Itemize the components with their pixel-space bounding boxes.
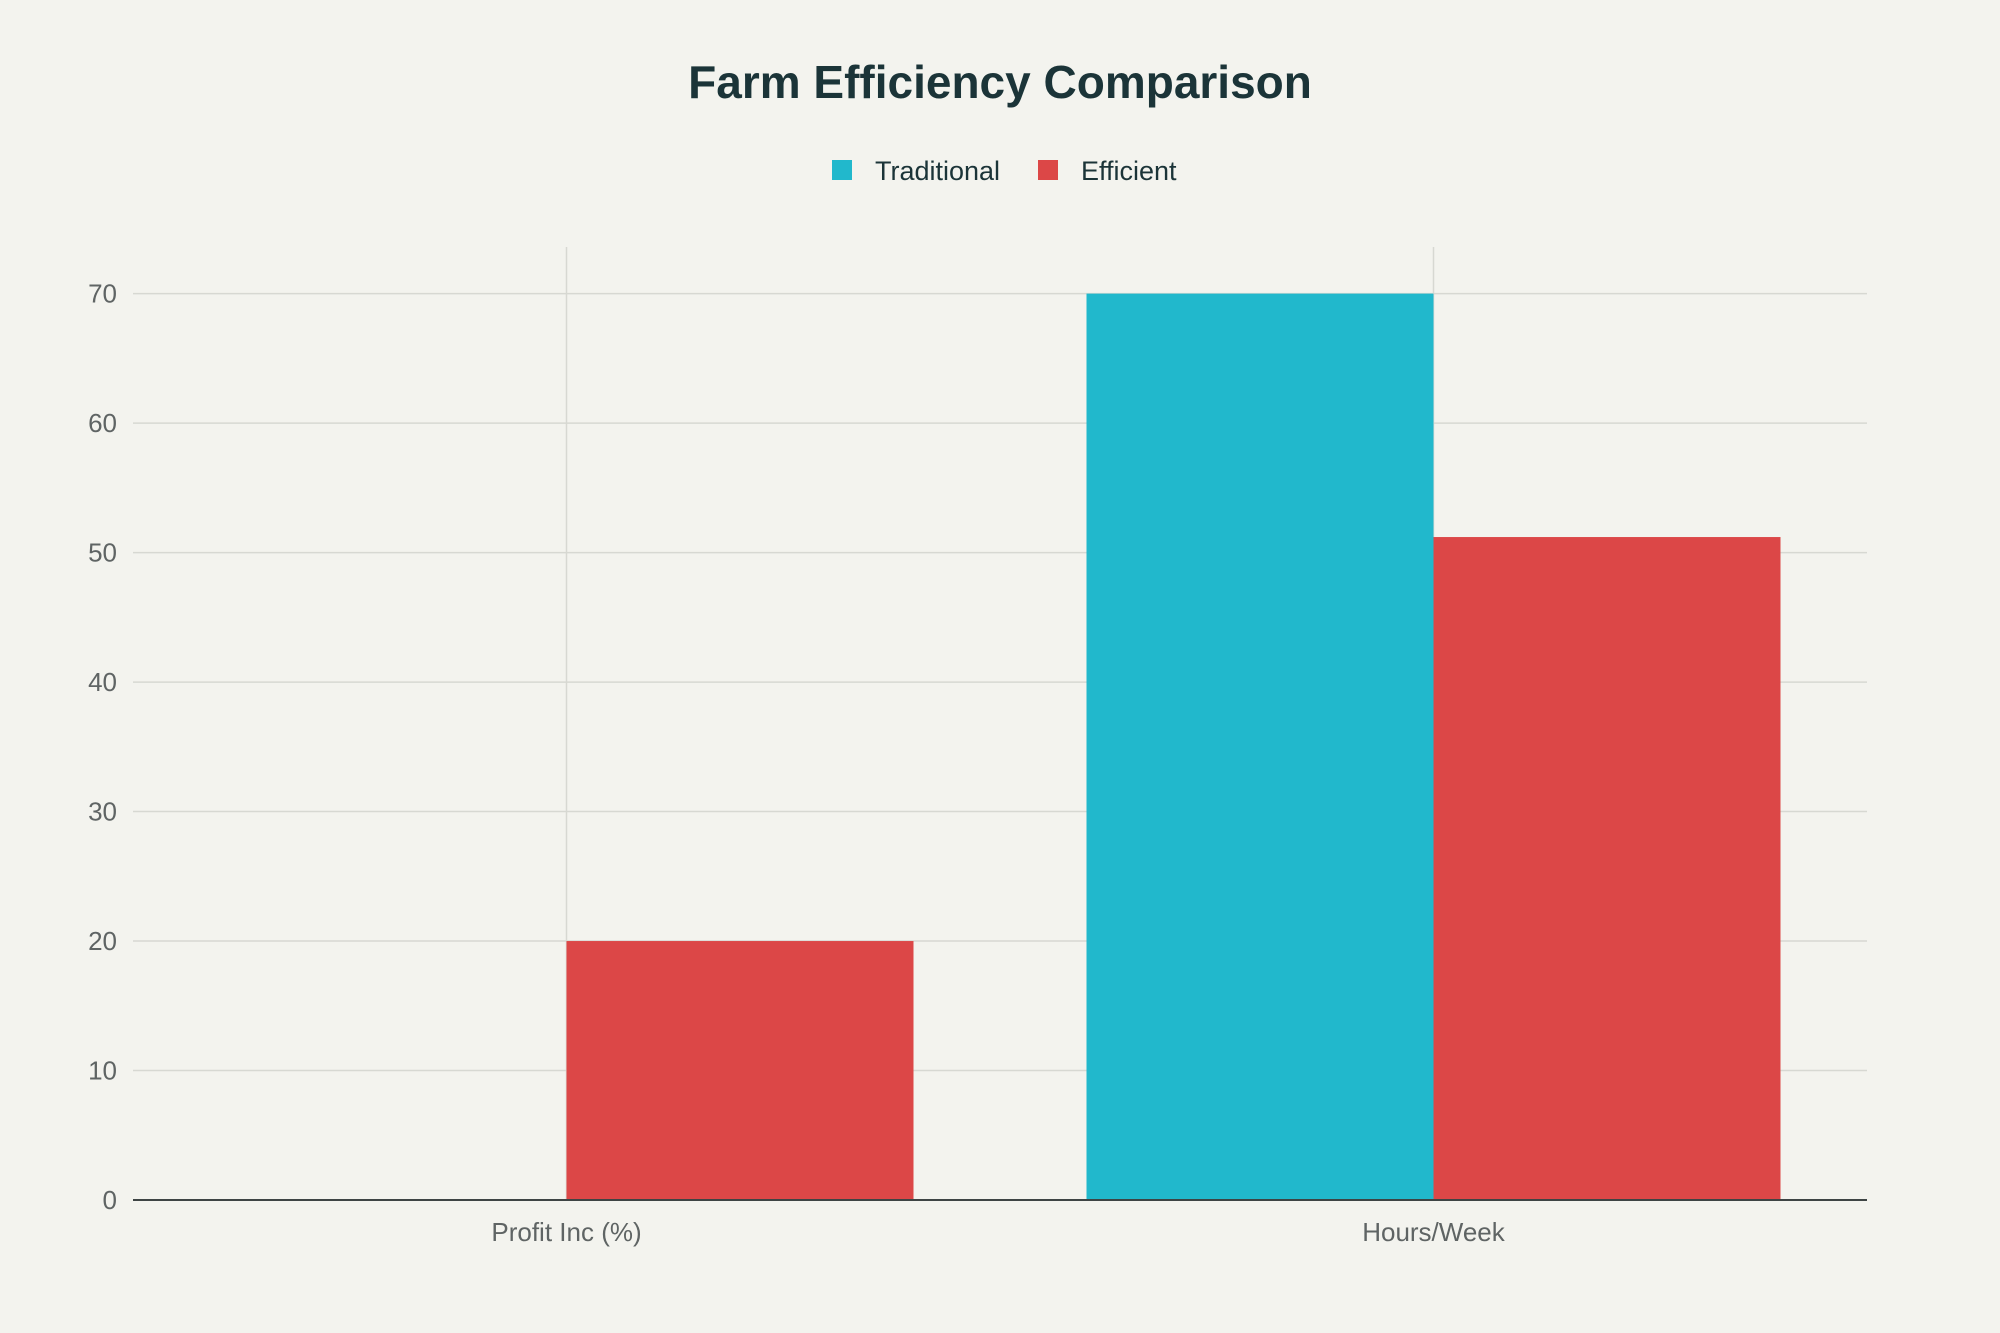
y-tick-label: 30 — [88, 797, 117, 827]
bars — [566, 293, 1781, 1200]
legend-label-traditional: Traditional — [875, 156, 1000, 186]
legend-swatch-efficient — [1038, 160, 1058, 180]
y-tick-label: 60 — [88, 408, 117, 438]
legend: Traditional Efficient — [832, 156, 1177, 186]
y-tick-label: 10 — [88, 1056, 117, 1086]
legend-swatch-traditional — [832, 160, 852, 180]
legend-label-efficient: Efficient — [1081, 156, 1177, 186]
x-tick-label: Hours/Week — [1362, 1217, 1506, 1247]
chart-title: Farm Efficiency Comparison — [688, 56, 1312, 108]
y-tick-label: 0 — [103, 1185, 117, 1215]
y-tick-label: 40 — [88, 667, 117, 697]
x-tick-label: Profit Inc (%) — [491, 1217, 641, 1247]
y-tick-label: 70 — [88, 279, 117, 309]
y-tick-label: 50 — [88, 538, 117, 568]
bar-efficient-1 — [566, 941, 914, 1200]
tick-labels: 0 10 20 30 40 50 60 70 Profit Inc (%) Hours/Week — [88, 279, 1506, 1247]
bar-efficient-2 — [1433, 537, 1781, 1200]
y-tick-label: 20 — [88, 926, 117, 956]
bar-traditional-2 — [1086, 293, 1434, 1200]
